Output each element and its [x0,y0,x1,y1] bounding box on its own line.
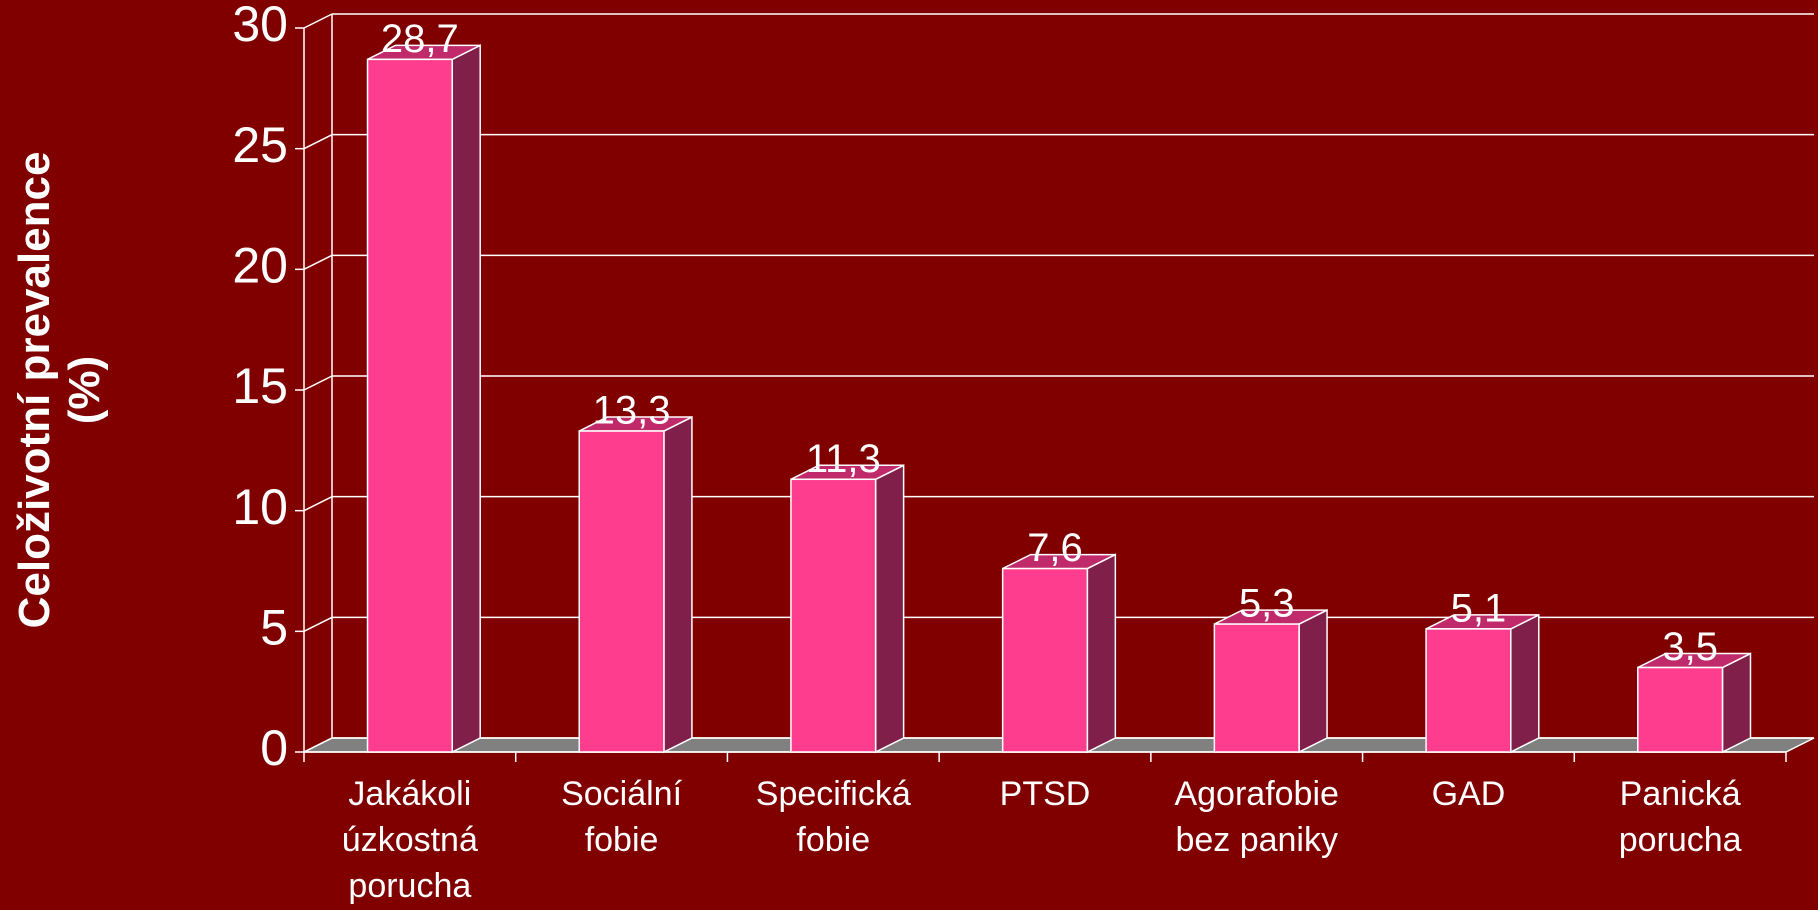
x-tick-label: GAD [1432,775,1506,813]
grid-line-side [303,254,333,271]
grid-line-side [303,375,333,391]
bar [1001,567,1089,753]
grid-line-side [303,737,333,753]
bar-side [1086,553,1117,754]
y-axis-label: Celoživotní prevalence(%) [10,152,109,629]
y-tick-label: 30 [232,0,288,52]
x-tick-label: Sociální fobie [561,775,683,859]
value-label: 5,1 [1451,586,1507,630]
bar [1637,666,1724,753]
x-tick-label: Specifická fobie [756,775,911,859]
bar [1213,623,1300,753]
y-tick-label: 20 [232,238,288,294]
bar [790,478,877,753]
value-label: 5,3 [1239,582,1295,626]
grid-line-side [303,13,333,29]
bar [578,430,665,753]
bar-side [663,415,693,754]
value-label: 3,5 [1662,625,1718,669]
x-tick-label: Agorafobie bez paniky [1174,775,1338,859]
bar-side [874,464,905,754]
x-tick-label: PTSD [1000,775,1091,813]
bar [366,58,453,753]
bar [1425,628,1512,753]
bar-side [1510,613,1540,754]
y-tick-label: 10 [232,479,288,535]
y-tick-label: 25 [232,117,288,173]
x-tick-label: Panická porucha [1619,775,1742,859]
grid-line-side [303,133,333,150]
bar-side [1298,608,1328,754]
y-tick-label: 5 [260,600,288,656]
value-label: 28,7 [381,17,459,61]
bar-side [451,44,481,754]
grid-line-side [303,616,333,633]
value-label: 7,6 [1027,526,1083,570]
x-tick-label: Jakákoli úzkostná porucha [342,775,478,905]
y-tick-label: 15 [232,358,288,414]
y-tick-label: 0 [260,720,288,776]
value-label: 11,3 [806,437,881,481]
value-label: 13,3 [593,389,671,433]
grid-line-side [303,495,333,512]
bar-side [1721,652,1752,754]
